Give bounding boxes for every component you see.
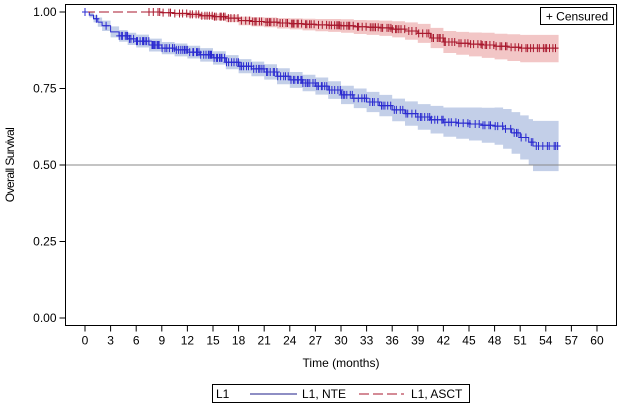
x-tick-label: 30 <box>334 334 348 348</box>
censor-mark <box>529 138 536 147</box>
x-tick-label: 57 <box>565 334 579 348</box>
censor-mark <box>82 8 88 16</box>
censor-mark <box>502 124 509 133</box>
censor-mark <box>195 10 202 19</box>
censor-mark <box>452 118 459 127</box>
x-tick-label: 12 <box>181 334 195 348</box>
censor-mark <box>387 23 394 32</box>
x-tick-label: 9 <box>158 334 165 348</box>
censor-mark <box>246 16 253 25</box>
legend: L1 L1, NTE L1, ASCT <box>212 384 470 403</box>
censor-mark <box>399 105 406 114</box>
x-tick-label: 15 <box>206 334 220 348</box>
censor-mark <box>285 72 292 81</box>
legend-label-asct: L1, ASCT <box>411 387 463 401</box>
x-tick-label: 33 <box>360 334 374 348</box>
censor-mark <box>160 8 167 17</box>
censor-mark <box>503 42 510 51</box>
censor-mark <box>323 82 330 91</box>
legend-label-nte: L1, NTE <box>302 387 346 401</box>
censor-mark <box>274 18 280 27</box>
censor-mark <box>258 17 265 26</box>
censor-mark <box>93 14 100 23</box>
censor-mark <box>464 39 471 48</box>
x-tick-label: 36 <box>386 334 400 348</box>
censor-mark <box>507 124 514 133</box>
censor-mark <box>487 121 494 130</box>
legend-box <box>212 384 470 403</box>
censor-mark <box>221 53 228 62</box>
ci-band-l1-asct <box>85 12 559 63</box>
censor-mark <box>363 94 370 103</box>
censor-mark <box>522 133 529 142</box>
x-tick-label: 42 <box>437 334 451 348</box>
censor-mark <box>103 21 110 30</box>
censored-legend-label: + Censured <box>546 10 608 24</box>
censor-mark <box>363 22 370 31</box>
censor-mark <box>478 40 484 49</box>
censor-mark <box>466 120 473 128</box>
censor-mark <box>337 86 344 94</box>
y-tick-label: 0.75 <box>33 82 57 96</box>
x-axis: 0 3 6 9 12 15 18 21 24 27 30 33 36 39 42 45 48 51 54 57 60 <box>82 325 604 348</box>
censor-mark <box>425 29 432 38</box>
censor-mark <box>145 37 152 46</box>
x-tick-label: 51 <box>514 334 528 348</box>
censor-mark <box>552 44 559 53</box>
censor-mark <box>222 12 228 21</box>
censored-legend-box <box>540 7 614 25</box>
x-tick-label: 39 <box>411 334 425 348</box>
confidence-bands <box>85 12 559 172</box>
x-tick-label: 27 <box>309 334 323 348</box>
y-axis-label: Overall Survival <box>3 128 17 202</box>
x-tick-label: 54 <box>539 334 553 348</box>
censor-mark <box>273 68 280 76</box>
censor-mark <box>311 20 318 29</box>
y-tick-label: 1.00 <box>33 5 57 19</box>
censor-mark <box>375 98 381 106</box>
x-tick-label: 3 <box>107 334 114 348</box>
x-tick-label: 48 <box>488 334 502 348</box>
censor-mark <box>451 38 458 46</box>
censor-mark <box>375 23 382 32</box>
censor-mark <box>235 14 241 23</box>
censor-mark <box>476 120 483 128</box>
censor-mark <box>298 19 305 28</box>
censor-marks <box>82 8 561 150</box>
censor-mark <box>401 25 408 34</box>
censor-mark <box>387 101 394 110</box>
censor-mark <box>515 128 521 137</box>
x-axis-label: Time (months) <box>303 356 380 370</box>
censored-legend: + Censured <box>540 7 614 25</box>
censor-mark <box>167 8 174 17</box>
censor-mark <box>156 8 163 16</box>
y-tick-label: 0.50 <box>33 158 57 172</box>
censor-mark <box>515 43 522 52</box>
x-tick-label: 60 <box>590 334 604 348</box>
censor-mark <box>554 142 561 150</box>
y-axis: 0.00 0.25 0.50 0.75 1.00 <box>33 5 66 325</box>
x-tick-label: 0 <box>82 334 89 348</box>
legend-title: L1 <box>216 387 230 401</box>
x-tick-label: 18 <box>232 334 246 348</box>
censor-mark <box>183 9 190 18</box>
y-tick-label: 0.00 <box>33 311 57 325</box>
x-tick-label: 24 <box>283 334 297 348</box>
censor-mark <box>350 21 357 30</box>
x-tick-label: 21 <box>258 334 272 348</box>
y-tick-label: 0.25 <box>33 235 57 249</box>
censor-mark <box>284 19 291 27</box>
x-tick-label: 6 <box>133 334 140 348</box>
x-tick-label: 45 <box>462 334 476 348</box>
